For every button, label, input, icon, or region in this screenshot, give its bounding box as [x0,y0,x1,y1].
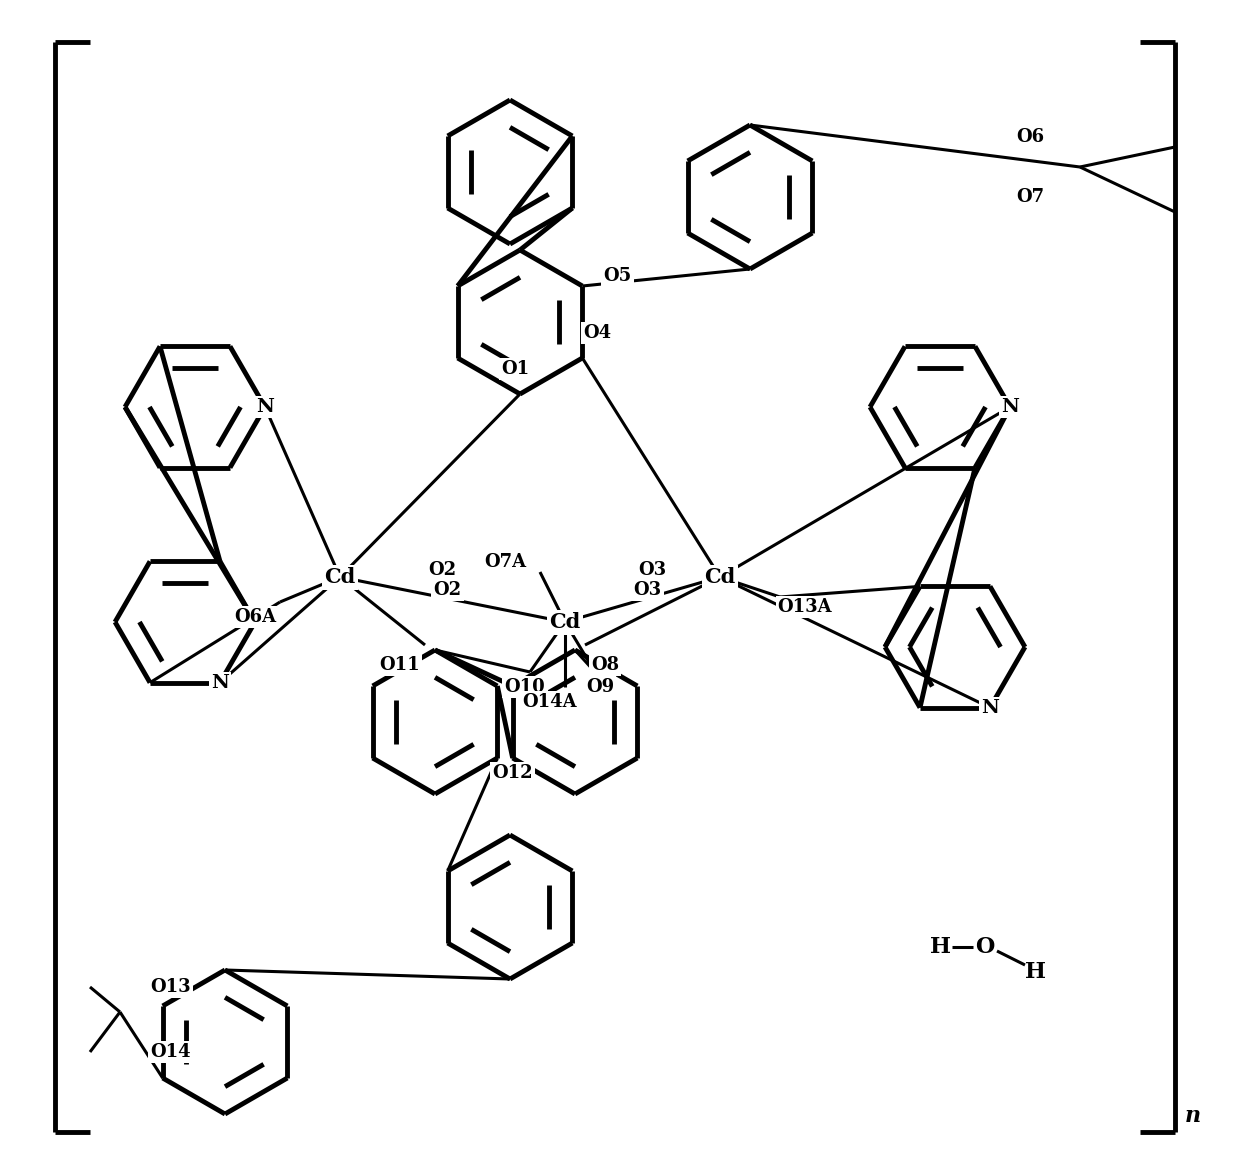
Text: O7: O7 [1016,188,1044,207]
Text: O9: O9 [587,678,614,696]
Text: O3: O3 [634,580,662,599]
Text: H: H [930,936,951,958]
Text: O6A: O6A [234,608,277,626]
Text: N: N [257,398,274,415]
Text: O8: O8 [591,656,619,675]
Text: O14A: O14A [523,693,578,711]
Text: O10: O10 [505,678,546,696]
Text: O6: O6 [1016,128,1044,146]
Text: Cd: Cd [325,567,356,587]
Text: N: N [981,699,999,717]
Text: H: H [1024,960,1045,983]
Text: N: N [211,673,229,692]
Text: O4: O4 [583,324,611,342]
Text: O1: O1 [501,359,529,378]
Text: O13A: O13A [777,598,832,616]
Text: O2: O2 [434,580,461,599]
Text: Cd: Cd [549,612,580,633]
Text: O14: O14 [150,1043,191,1061]
Text: N: N [1001,398,1019,415]
Text: O11: O11 [379,656,420,675]
Text: n: n [1185,1105,1202,1127]
Text: O3: O3 [639,560,667,579]
Text: O: O [976,936,994,958]
Text: Cd: Cd [704,567,735,587]
Text: O2: O2 [429,560,456,579]
Text: O5: O5 [603,267,631,285]
Text: O12: O12 [492,764,533,782]
Text: O7A: O7A [484,553,526,571]
Text: O13: O13 [150,978,191,995]
